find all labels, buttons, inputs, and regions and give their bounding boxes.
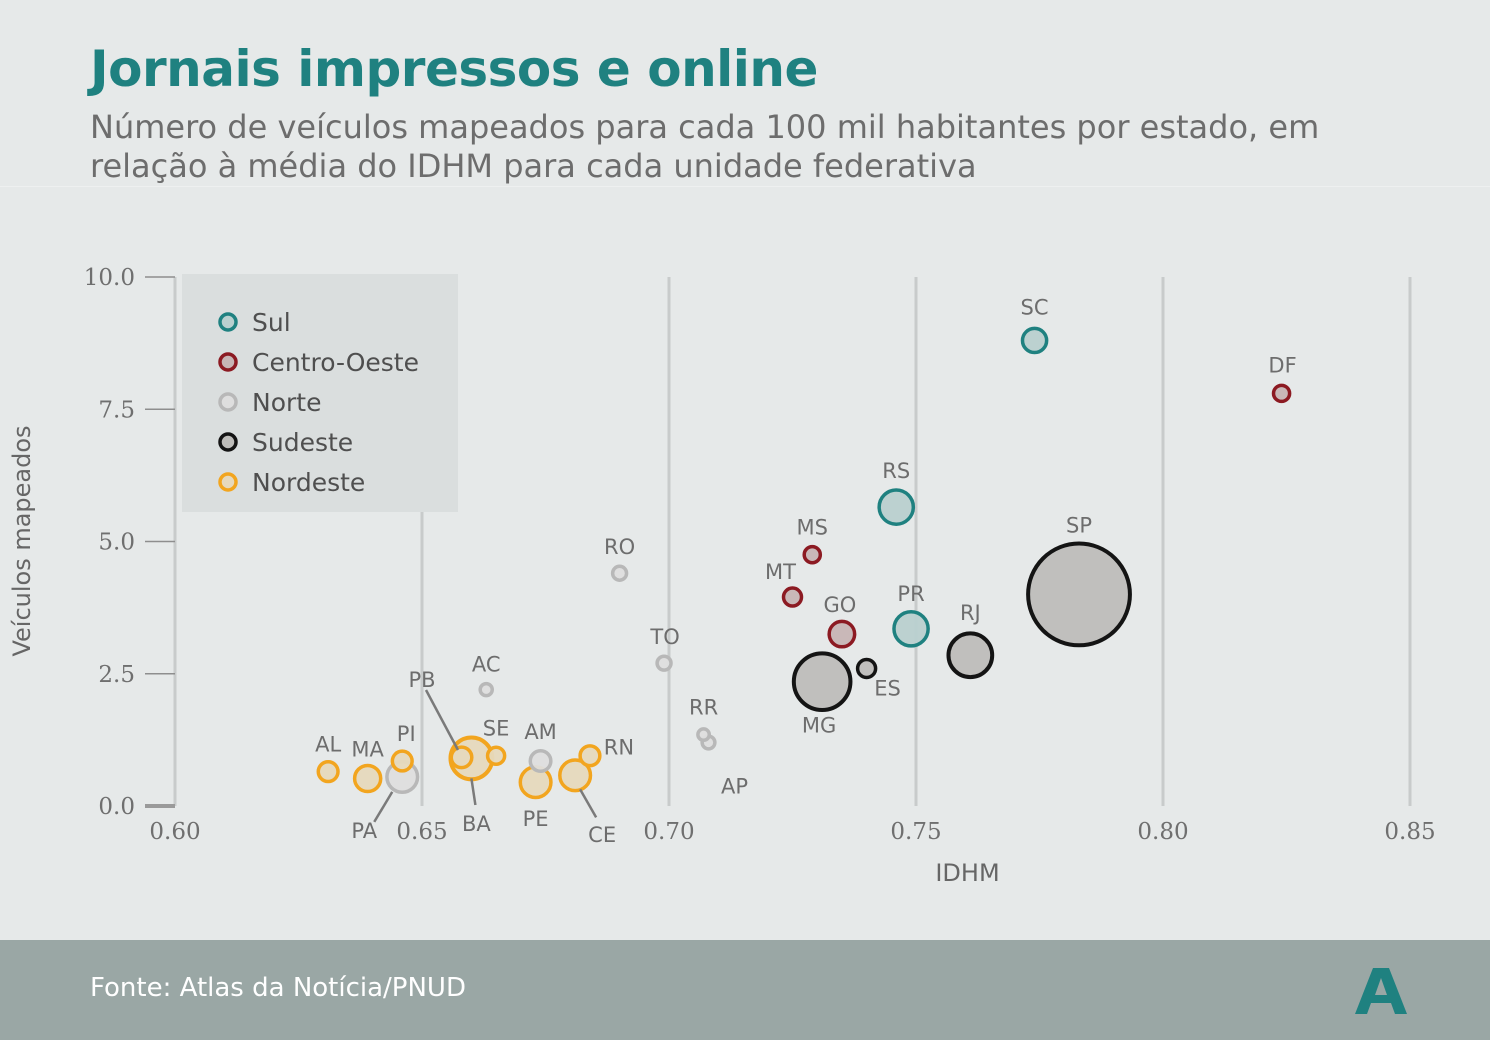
bubble-pb <box>449 745 474 770</box>
state-label-rj: RJ <box>960 601 981 625</box>
state-label-rs: RS <box>882 459 910 483</box>
state-label-pr: PR <box>897 582 924 606</box>
bubble-al <box>316 760 340 784</box>
legend-marker <box>218 392 238 412</box>
bubble-es <box>855 657 878 680</box>
source-note: Fonte: Atlas da Notícia/PNUD <box>90 973 466 1003</box>
bubble-sc <box>1020 326 1049 355</box>
x-tick-label: 0.80 <box>1137 819 1188 845</box>
bubble-am <box>528 749 553 774</box>
chart-subtitle: Número de veículos mapeados para cada 10… <box>90 108 1320 185</box>
state-label-ce: CE <box>588 823 616 847</box>
x-axis-title: IDHM <box>935 859 999 887</box>
state-label-se: SE <box>483 717 510 741</box>
leader-line <box>424 689 460 751</box>
chart-title: Jornais impressos e online <box>90 40 818 98</box>
legend-label: Norte <box>252 388 321 417</box>
bubble-rj <box>946 631 995 680</box>
bubble-go <box>827 619 857 649</box>
footer: Fonte: Atlas da Notícia/PNUD A <box>0 940 1490 1040</box>
bubble-rn <box>578 744 602 768</box>
bubble-pi <box>390 749 414 773</box>
bubble-rr <box>696 727 712 743</box>
state-label-ac: AC <box>472 653 501 677</box>
leader-line <box>470 778 477 806</box>
state-label-pb: PB <box>408 668 435 692</box>
x-tick-label: 0.70 <box>643 819 694 845</box>
legend-marker <box>218 472 238 492</box>
state-label-pe: PE <box>523 807 549 831</box>
bubble-sp <box>1026 541 1132 648</box>
legend-marker <box>218 352 238 372</box>
y-axis-title: Veículos mapeados <box>8 425 36 656</box>
x-tick-label: 0.60 <box>149 819 200 845</box>
leader-line <box>373 791 394 823</box>
state-label-rn: RN <box>604 736 634 760</box>
state-label-es: ES <box>874 676 901 700</box>
brand-logo: A <box>1355 968 1407 1014</box>
state-label-mg: MG <box>802 714 836 738</box>
legend-label: Nordeste <box>252 468 365 497</box>
state-label-ms: MS <box>797 516 828 540</box>
legend-marker <box>218 312 238 332</box>
bubble-ac <box>478 681 495 698</box>
header-divider <box>0 186 1490 187</box>
state-label-sp: SP <box>1066 513 1092 537</box>
bubble-ms <box>802 544 823 565</box>
state-label-pi: PI <box>397 722 416 746</box>
state-label-ro: RO <box>604 535 635 559</box>
y-tick-label: 7.5 <box>98 397 135 423</box>
legend-label: Sudeste <box>252 428 353 457</box>
bubble-layer <box>316 326 1292 800</box>
state-label-am: AM <box>524 720 556 744</box>
bubble-ce <box>558 758 593 793</box>
bubble-df <box>1271 383 1292 404</box>
state-label-ap: AP <box>721 775 748 799</box>
bubble-mg <box>791 651 853 713</box>
state-label-df: DF <box>1268 353 1296 377</box>
bubble-se <box>485 745 507 767</box>
legend-label: Sul <box>252 308 291 337</box>
bubble-to <box>655 654 673 672</box>
state-label-ma: MA <box>351 737 384 761</box>
axis-layer: 0.60 0.65 0.70 0.75 0.80 0.85 0.0 2.5 5.0 7.5 10.0… <box>8 265 1436 887</box>
legend-label: Centro-Oeste <box>252 348 419 377</box>
state-label-rr: RR <box>689 696 718 720</box>
state-label-ba: BA <box>462 812 491 836</box>
y-tick-label: 5.0 <box>98 530 135 556</box>
state-label-al: AL <box>315 733 341 757</box>
state-label-sc: SC <box>1021 295 1049 319</box>
y-tick-label: 2.5 <box>98 662 135 688</box>
y-tick-label: 10.0 <box>84 265 135 291</box>
bubble-ro <box>610 564 629 582</box>
legend: Sul Centro-Oeste Norte Sudeste Nordeste <box>182 274 458 512</box>
legend-marker <box>218 432 238 452</box>
state-label-pa: PA <box>351 819 377 843</box>
x-tick-label: 0.85 <box>1384 819 1435 845</box>
bubble-mt <box>781 586 804 608</box>
state-label-mt: MT <box>765 560 796 584</box>
bubble-chart: Sul Centro-Oeste Norte Sudeste Nordeste SC RS… <box>8 265 1436 887</box>
bubble-rs <box>877 488 916 526</box>
bubble-ma <box>352 763 383 794</box>
x-tick-label: 0.65 <box>396 819 447 845</box>
state-label-to: TO <box>649 625 679 649</box>
bubble-pr <box>892 609 930 648</box>
state-label-go: GO <box>823 593 856 617</box>
leader-line <box>579 788 598 818</box>
x-tick-label: 0.75 <box>890 819 941 845</box>
y-tick-label: 0.0 <box>98 794 135 820</box>
